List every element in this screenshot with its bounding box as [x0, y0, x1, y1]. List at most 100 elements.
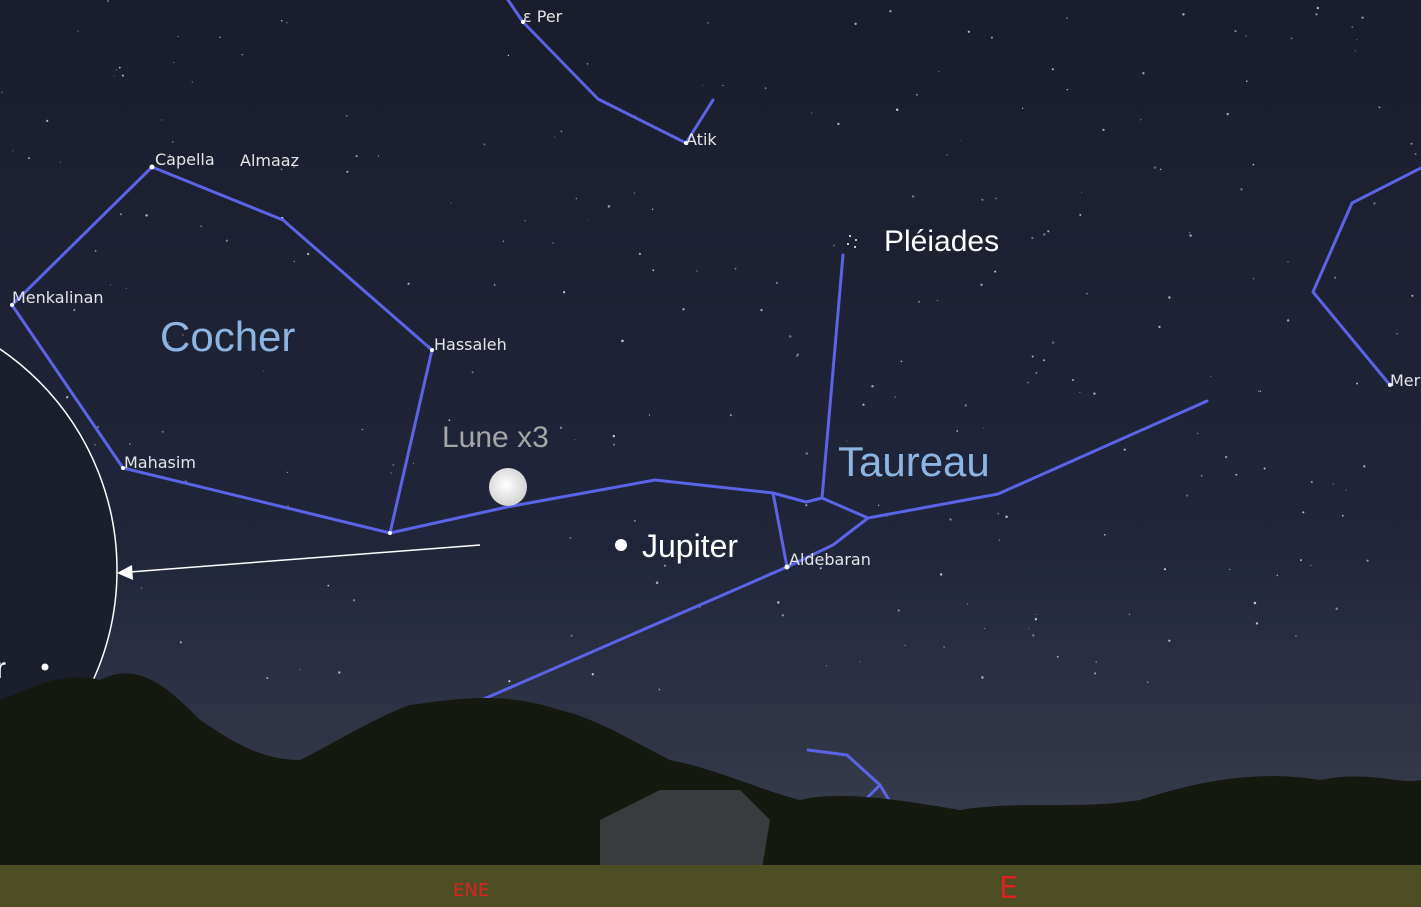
star: [1252, 278, 1255, 280]
star: [113, 75, 115, 77]
star: [591, 673, 594, 676]
star: [569, 537, 572, 539]
star-label: Atik: [686, 130, 717, 149]
star: [1210, 375, 1212, 377]
star: [1315, 13, 1318, 16]
star: [1310, 480, 1313, 484]
star: [633, 192, 636, 194]
star: [819, 567, 822, 570]
star: [554, 136, 556, 138]
star: [878, 504, 880, 506]
star: [621, 339, 624, 343]
star: [1286, 319, 1290, 322]
star: [390, 472, 392, 474]
star: [964, 404, 968, 407]
star: [846, 440, 848, 442]
star: [293, 260, 295, 262]
taurus-lines: [785, 516, 870, 569]
star: [1396, 332, 1398, 335]
star: [1043, 233, 1046, 236]
star: [658, 688, 661, 691]
star: [173, 61, 175, 63]
star: [355, 155, 358, 158]
jupiter: [615, 539, 627, 551]
star-label: Mahasim: [124, 453, 196, 472]
star: [73, 309, 76, 311]
star: [943, 646, 946, 648]
star: [1302, 511, 1305, 514]
star: [1005, 515, 1008, 518]
star: [167, 342, 169, 343]
star: [1158, 325, 1161, 329]
constellation-name: Cocher: [160, 313, 295, 360]
star: [1335, 607, 1339, 611]
star: [1034, 618, 1038, 621]
star: [1240, 188, 1243, 191]
star: [1182, 13, 1185, 16]
star: [871, 384, 874, 388]
star: [983, 627, 986, 630]
pointer-arrowhead: [117, 565, 133, 580]
star: [805, 452, 809, 455]
star: [1043, 359, 1046, 362]
star: [1316, 6, 1320, 10]
star-label: Aldebaran: [789, 550, 871, 569]
star: [980, 283, 983, 286]
orion-lines: [806, 748, 882, 807]
star: [1255, 622, 1259, 625]
cetus-lines: [1311, 166, 1421, 387]
star: [612, 434, 616, 438]
star: [575, 197, 578, 200]
star: [997, 512, 1000, 515]
star: [1094, 672, 1097, 675]
star: [1334, 276, 1337, 279]
star: [862, 403, 865, 406]
star: [760, 308, 763, 312]
star: [960, 140, 962, 142]
star: [586, 63, 589, 65]
star: [574, 439, 576, 441]
star: [1354, 50, 1356, 52]
star: [981, 198, 984, 201]
star: [287, 505, 289, 507]
star: [472, 442, 476, 445]
star: [1234, 29, 1237, 33]
star: [1168, 296, 1171, 299]
star: [1056, 655, 1059, 658]
star: [286, 471, 289, 474]
star: [722, 84, 724, 87]
star: [1410, 142, 1413, 145]
star: [633, 519, 636, 522]
star: [833, 244, 835, 247]
star: [990, 36, 993, 39]
taurus-lines: [388, 399, 1209, 535]
star: [59, 161, 62, 163]
star: [66, 396, 69, 399]
perseus-lines: [506, 0, 715, 145]
star: [1027, 382, 1029, 384]
star: [1188, 231, 1191, 234]
star: [109, 284, 112, 286]
ground: [0, 865, 1421, 907]
star: [524, 219, 527, 222]
star: [825, 664, 828, 667]
star: [781, 614, 784, 617]
star: [12, 150, 14, 152]
star: [280, 168, 283, 171]
star: [1047, 230, 1050, 233]
star: [107, 0, 110, 3]
star: [493, 284, 496, 286]
named-stars: [10, 20, 1392, 570]
star: [77, 30, 79, 32]
star: [655, 581, 659, 584]
star: [560, 130, 563, 133]
star: [1290, 37, 1293, 40]
star-label: ε Per: [523, 7, 563, 26]
star: [652, 269, 655, 272]
star: [161, 119, 163, 121]
star: [559, 426, 563, 429]
star: [1259, 390, 1262, 392]
star: [967, 30, 970, 33]
star: [1246, 80, 1248, 82]
star: [995, 197, 997, 200]
